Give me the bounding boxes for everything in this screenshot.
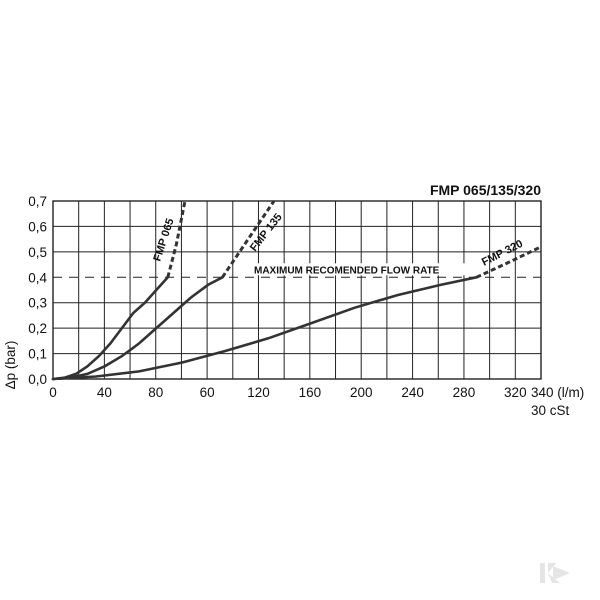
- y-tick-label: 0,1: [28, 347, 47, 362]
- series-label: FMP 320: [480, 238, 525, 269]
- series-line-dashed: [475, 245, 542, 279]
- x-tick-label: 280: [453, 385, 476, 400]
- x-tick-label: 40: [97, 385, 112, 400]
- x-tick-label: 340 (l/m): [531, 385, 584, 400]
- x-tick-label: 80: [148, 385, 163, 400]
- y-tick-label: 0,3: [28, 296, 47, 311]
- chart-title: FMP 065/135/320: [430, 182, 541, 198]
- series-label-group: FMP 135: [248, 211, 285, 253]
- x-tick-label: 120: [247, 385, 270, 400]
- y-tick-label: 0,6: [28, 219, 47, 234]
- series-line-solid: [51, 276, 224, 381]
- x-axis-subtitle: 30 cSt: [531, 403, 570, 418]
- x-tick-label: 240: [401, 385, 424, 400]
- brand-logo: [540, 563, 570, 583]
- y-tick-labels: 0,0 0,1 0,2 0,3 0,4 0,5 0,6 0,7: [28, 194, 47, 387]
- threshold-label-background: [251, 263, 477, 276]
- plot-frame: [52, 200, 542, 380]
- series-label-group: FMP 065: [151, 217, 176, 263]
- grid: [52, 200, 542, 380]
- x-tick-label: 60: [200, 385, 215, 400]
- series-line-dashed: [221, 200, 276, 279]
- series-label-group: FMP 320: [480, 238, 525, 269]
- x-tick-labels: 0 40 80 60 120 160 200 240 280 320 340 (l/m): [49, 385, 584, 400]
- series-line-solid: [51, 276, 478, 381]
- y-tick-label: 0,0: [28, 372, 47, 387]
- y-axis-label: Δp (bar): [3, 341, 18, 390]
- curves: [51, 200, 542, 381]
- series-label: FMP 135: [248, 211, 285, 253]
- y-tick-label: 0,5: [28, 245, 47, 260]
- threshold-label: MAXIMUM RECOMENDED FLOW RATE: [254, 265, 440, 276]
- series-label: FMP 065: [151, 217, 176, 263]
- series-line-dashed: [166, 200, 187, 278]
- y-tick-label: 0,7: [28, 194, 47, 209]
- x-tick-label: 200: [350, 385, 373, 400]
- series-line-solid: [51, 276, 170, 381]
- y-tick-label: 0,2: [28, 321, 47, 336]
- x-tick-label: 160: [299, 385, 322, 400]
- x-tick-label: 320: [504, 385, 527, 400]
- x-tick-label: 0: [49, 385, 57, 400]
- y-tick-label: 0,4: [28, 270, 47, 285]
